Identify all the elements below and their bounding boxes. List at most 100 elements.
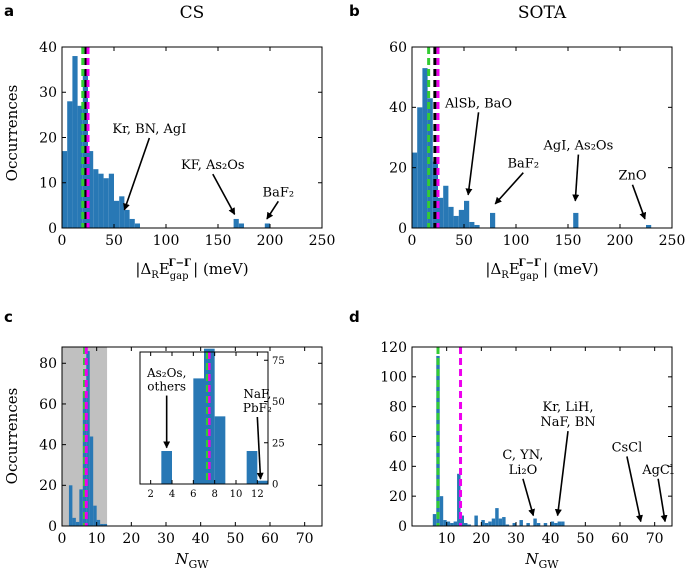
panel-c-inset-bar-5 xyxy=(257,480,268,484)
panel-c-inset-ytick-label-3: 75 xyxy=(272,356,285,367)
panel-a-xlabel: |ΔREgapΓ−Γ | (meV) xyxy=(135,258,248,282)
panel-c-bar-9 xyxy=(100,523,104,526)
panel-a-bar-3 xyxy=(77,105,83,228)
panel-c-inset-xtick-label-3: 8 xyxy=(211,489,217,500)
panel-c-xtick-label-5: 50 xyxy=(226,531,244,547)
panel-d-bar-9 xyxy=(464,523,468,526)
panel-d-annotation-3: AgCl xyxy=(641,463,674,478)
panel-b-annotation-arrow-2 xyxy=(572,154,580,202)
panel-b-bar-13 xyxy=(490,212,496,228)
panel-a-bar-14 xyxy=(134,223,140,228)
panel-c-ytick-label-1: 20 xyxy=(39,478,57,494)
panel-d-annotation-arrow-2 xyxy=(626,456,643,523)
panel-d-annotation-arrow-3 xyxy=(657,478,668,523)
panel-c-xtick-label-2: 20 xyxy=(122,531,140,547)
panel-d-bar-20 xyxy=(512,523,516,526)
panel-c-inset-ytick-label-2: 50 xyxy=(272,397,285,408)
panel-d-bar-8 xyxy=(460,515,464,526)
panel-d-ytick-label-5: 100 xyxy=(380,370,407,386)
panel-d-ytick-label-0: 0 xyxy=(398,519,407,535)
panel-b-annotation-arrow-3 xyxy=(631,184,647,220)
panel-d-bar-23 xyxy=(533,518,537,526)
panel-a-bar-1 xyxy=(67,101,73,228)
panel-d-ytick-label-4: 80 xyxy=(389,400,407,416)
panel-b-annotation-1: BaF₂ xyxy=(508,157,540,172)
panel-c-inset-frame xyxy=(139,351,269,485)
panel-c-inset-xtick-label-0: 2 xyxy=(147,489,153,500)
panel-c-xtick-label-3: 30 xyxy=(157,531,175,547)
panel-c-ytick-label-2: 40 xyxy=(39,438,57,454)
panel-a-annotation-arrow-2 xyxy=(266,200,279,220)
panel-d-bar-22 xyxy=(526,523,530,526)
panel-b-annotation-2: AgI, As₂Os xyxy=(543,139,614,154)
panel-a-bar-9 xyxy=(108,173,114,228)
panel-a-bar-15 xyxy=(233,218,239,228)
panel-d-bar-11 xyxy=(474,515,478,526)
panel-b-ytick-label-0: 0 xyxy=(398,221,407,237)
panel-c-bar-1 xyxy=(72,517,76,526)
panel-c-bar-7 xyxy=(93,505,97,526)
panel-d-bar-0 xyxy=(432,514,437,526)
panel-d-bar-26 xyxy=(550,521,555,526)
panel-c-xtick-label-6: 60 xyxy=(261,531,279,547)
panel-d-bar-18 xyxy=(502,517,506,526)
panel-c-inset-xtick-label-5: 12 xyxy=(251,489,264,500)
panel-d-bar-5 xyxy=(450,523,454,526)
panel-a-bar-7 xyxy=(98,173,104,228)
panel-a-ytick-label-4: 40 xyxy=(39,40,57,56)
panel-a-ytick-label-0: 0 xyxy=(48,221,57,237)
panel-a-xtick-label-0: 0 xyxy=(58,233,67,249)
panel-d-ytick-label-6: 120 xyxy=(380,340,407,356)
panel-b-bar-9 xyxy=(458,209,464,228)
panel-c-inset-bar-4 xyxy=(246,451,258,484)
panel-a-title: CS xyxy=(180,3,205,23)
panel-b-bar-8 xyxy=(453,215,459,228)
panel-c-inset-annotation-arrow-1 xyxy=(256,416,264,480)
panel-d-xtick-label-3: 40 xyxy=(542,531,560,547)
panel-b-bar-15 xyxy=(646,224,652,228)
panel-b-xtick-label-4: 200 xyxy=(607,233,634,249)
panel-b-xtick-label-2: 100 xyxy=(503,233,530,249)
panel-a-ylabel: Occurrences xyxy=(3,85,21,182)
panel-b-xtick-label-5: 250 xyxy=(659,233,685,249)
panel-b-xtick-label-3: 150 xyxy=(555,233,582,249)
panel-d-bar-2 xyxy=(439,496,444,526)
panel-d-bar-28 xyxy=(557,521,562,526)
panel-c-xtick-label-1: 10 xyxy=(88,531,106,547)
panel-a-ytick-label-1: 10 xyxy=(39,176,57,192)
panel-d-bar-17 xyxy=(498,518,503,526)
panel-d-ytick-label-3: 60 xyxy=(389,429,407,445)
panel-a-xtick-label-3: 150 xyxy=(205,233,232,249)
panel-d-xtick-label-5: 60 xyxy=(611,531,629,547)
panel-a-ytick-label-3: 30 xyxy=(39,85,57,101)
panel-d-annotation-1: Kr, LiH, NaF, BN xyxy=(540,400,595,430)
panel-c-inset-bar-1 xyxy=(193,378,204,484)
panel-b-xtick-label-1: 50 xyxy=(455,233,473,249)
panel-b-xlabel: |ΔREgapΓ−Γ | (meV) xyxy=(485,258,598,282)
panel-b-xtick-label-0: 0 xyxy=(408,233,417,249)
panel-a-bar-8 xyxy=(103,178,109,228)
panel-c-bar-6 xyxy=(89,436,94,526)
panel-label-c: c xyxy=(4,308,13,326)
panel-c-ytick-label-3: 60 xyxy=(39,397,57,413)
panel-d-xlabel: NGW xyxy=(524,550,559,571)
panel-d-bar-15 xyxy=(491,518,496,526)
panel-c-xtick-label-4: 40 xyxy=(192,531,210,547)
panel-c-inset-xtick-label-1: 4 xyxy=(169,489,175,500)
panel-d-bar-12 xyxy=(481,520,485,526)
panel-c-bar-0 xyxy=(68,485,73,526)
panel-a-annotation-1: KF, As₂Os xyxy=(181,158,245,173)
panel-c-inset-bar-0 xyxy=(161,451,172,484)
panel-a-bar-11 xyxy=(119,196,125,228)
panel-a-bar-17 xyxy=(264,223,270,228)
panel-c-xtick-label-0: 0 xyxy=(58,531,67,547)
panel-c-inset-xtick-label-4: 10 xyxy=(230,489,243,500)
panel-b-ytick-label-1: 20 xyxy=(389,161,407,177)
panel-a-annotation-arrow-0 xyxy=(123,137,151,211)
panel-b-bar-7 xyxy=(448,206,454,228)
panel-d-bar-24 xyxy=(536,523,541,526)
panel-d-bar-27 xyxy=(554,523,558,526)
panel-label-d: d xyxy=(349,308,360,326)
panel-b-ytick-label-2: 40 xyxy=(389,100,407,116)
